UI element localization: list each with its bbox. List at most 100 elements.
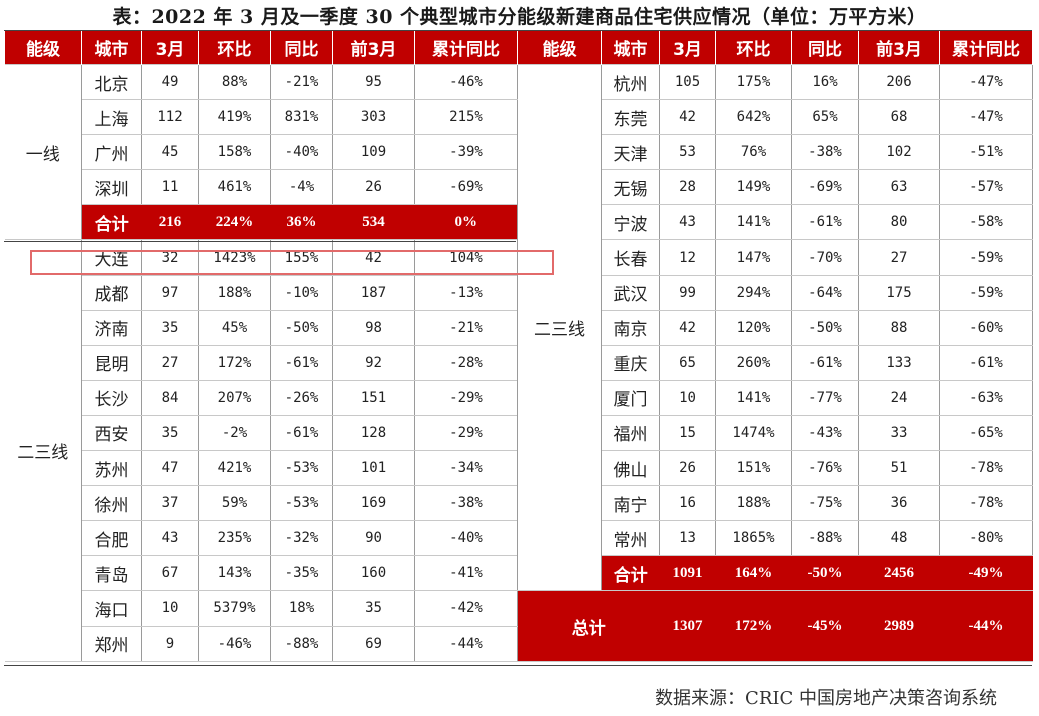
grand-total-mom: 172% xyxy=(715,590,792,662)
cell-first3: 68 xyxy=(858,99,940,136)
header-yoy: 同比 xyxy=(791,30,859,65)
cell-yoy: -21% xyxy=(270,63,333,101)
cell-mom: 158% xyxy=(198,134,271,171)
cell-mom: 172% xyxy=(198,344,271,381)
cell-first3: 63 xyxy=(858,169,940,206)
cell-cum-yoy: -40% xyxy=(414,520,518,557)
cell-mom: 294% xyxy=(715,274,792,311)
cell-cum-yoy: 215% xyxy=(414,99,518,136)
cell-city: 上海 xyxy=(81,99,142,136)
cell-march: 49 xyxy=(141,63,199,101)
cell-yoy: -77% xyxy=(791,379,859,416)
cell-march: 35 xyxy=(141,309,199,346)
cell-yoy: -88% xyxy=(791,520,859,557)
cell-city: 南京 xyxy=(601,309,660,346)
cell-city: 郑州 xyxy=(81,625,142,662)
table-row: 合计 216 224% 36% 534 0% 宁波 43 141% -61% 80 -58% xyxy=(5,204,1033,241)
cell-cum-yoy: -29% xyxy=(414,379,518,416)
cell-cum-yoy: -41% xyxy=(414,555,518,592)
cell-city: 徐州 xyxy=(81,485,142,522)
cell-yoy: -88% xyxy=(270,625,333,662)
cell-march: 15 xyxy=(659,414,716,452)
cell-first3: 206 xyxy=(858,63,940,101)
cell-city: 佛山 xyxy=(601,450,660,487)
cell-yoy: 831% xyxy=(270,99,333,136)
cell-march: 105 xyxy=(659,63,716,101)
cell-cum-yoy: -38% xyxy=(414,485,518,522)
cell-yoy: -4% xyxy=(270,169,333,206)
cell-city: 苏州 xyxy=(81,450,142,487)
tier-divider xyxy=(4,241,516,242)
cell-yoy: -69% xyxy=(791,169,859,206)
cell-cum-yoy: -65% xyxy=(939,414,1033,452)
cell-yoy: -35% xyxy=(270,555,333,592)
cell-first3: 187 xyxy=(332,274,415,311)
cell-city: 东莞 xyxy=(601,99,660,136)
cell-march: 9 xyxy=(141,625,199,662)
cell-first3: 88 xyxy=(858,309,940,346)
cell-cum-yoy: -78% xyxy=(939,485,1033,522)
cell-march: 42 xyxy=(659,99,716,136)
table-row: 青岛 67 143% -35% 160 -41% 合计 1091 164% -50% 2456 -49… xyxy=(5,555,1033,592)
table-row: 二三线 大连 32 1423% 155% 42 104% 长春 12 147% -70% 27 -59% xyxy=(4,239,1033,662)
header-city: 城市 xyxy=(601,30,660,65)
cell-march: 84 xyxy=(141,379,199,416)
cell-yoy: -43% xyxy=(791,414,859,452)
cell-yoy: -61% xyxy=(270,344,333,381)
cell-first3: 92 xyxy=(332,344,415,381)
cell-yoy: -40% xyxy=(270,134,333,171)
cell-cum-yoy: -28% xyxy=(414,344,518,381)
header-first3: 前3月 xyxy=(332,30,415,65)
cell-first3: 48 xyxy=(858,520,940,557)
table-row: 长沙 84 207% -26% 151 -29% 厦门 10 141% -77% 24 -63% xyxy=(5,379,1033,416)
cell-march: 12 xyxy=(659,239,716,276)
cell-cum-yoy: -34% xyxy=(414,450,518,487)
cell-march: 26 xyxy=(659,450,716,487)
cell-mom: 59% xyxy=(198,485,271,522)
cell-city: 合肥 xyxy=(81,520,142,557)
header-cum-yoy: 累计同比 xyxy=(414,30,518,65)
grand-total-label: 总计 xyxy=(517,590,660,662)
cell-first3: 102 xyxy=(858,134,940,171)
cell-march: 45 xyxy=(141,134,199,171)
table-row: 昆明 27 172% -61% 92 -28% 重庆 65 260% -61% 133 -61% xyxy=(5,344,1033,381)
header-city: 城市 xyxy=(81,30,142,65)
cell-first3: 33 xyxy=(858,414,940,452)
cell-mom: 76% xyxy=(715,134,792,171)
cell-mom: 461% xyxy=(198,169,271,206)
cell-mom: -46% xyxy=(198,625,271,662)
cell-march: 47 xyxy=(141,450,199,487)
cell-first3: 160 xyxy=(332,555,415,592)
header-tier: 能级 xyxy=(517,30,602,65)
cell-cum-yoy: -61% xyxy=(939,344,1033,381)
cell-march: 53 xyxy=(659,134,716,171)
cell-first3: 90 xyxy=(332,520,415,557)
cell-yoy: -53% xyxy=(270,485,333,522)
cell-mom: 1474% xyxy=(715,414,792,452)
bottom-rule xyxy=(4,665,1032,666)
table-title: 表：2022 年 3 月及一季度 30 个典型城市分能级新建商品住宅供应情况（单… xyxy=(112,6,927,28)
cell-cum-yoy: -57% xyxy=(939,169,1033,206)
cell-cum-yoy: -47% xyxy=(939,99,1033,136)
cell-city: 西安 xyxy=(81,414,142,452)
cell-city: 青岛 xyxy=(81,555,142,592)
cell-march: 42 xyxy=(659,309,716,346)
cell-city: 无锡 xyxy=(601,169,660,206)
cell-city: 重庆 xyxy=(601,344,660,381)
header-row: 能级 城市 3月 环比 同比 前3月 累计同比 能级 城市 3月 环比 同比 前… xyxy=(4,30,1033,65)
cell-first3: 98 xyxy=(332,309,415,346)
cell-city: 长沙 xyxy=(81,379,142,416)
grand-total-yoy: -45% xyxy=(791,590,859,662)
cell-yoy: 65% xyxy=(791,99,859,136)
cell-cum-yoy: -78% xyxy=(939,450,1033,487)
cell-yoy: -50% xyxy=(791,309,859,346)
cell-yoy: -61% xyxy=(270,414,333,452)
table-row: 深圳 11 461% -4% 26 -69% 无锡 28 149% -69% 63 -57% xyxy=(5,169,1033,206)
cell-march: 11 xyxy=(141,169,199,206)
cell-march: 97 xyxy=(141,274,199,311)
highlight-box xyxy=(30,250,554,275)
top-rule xyxy=(4,30,1032,31)
tier-label-tier23: 二三线 xyxy=(4,239,82,662)
cell-mom: 141% xyxy=(715,204,792,241)
cell-mom: 141% xyxy=(715,379,792,416)
